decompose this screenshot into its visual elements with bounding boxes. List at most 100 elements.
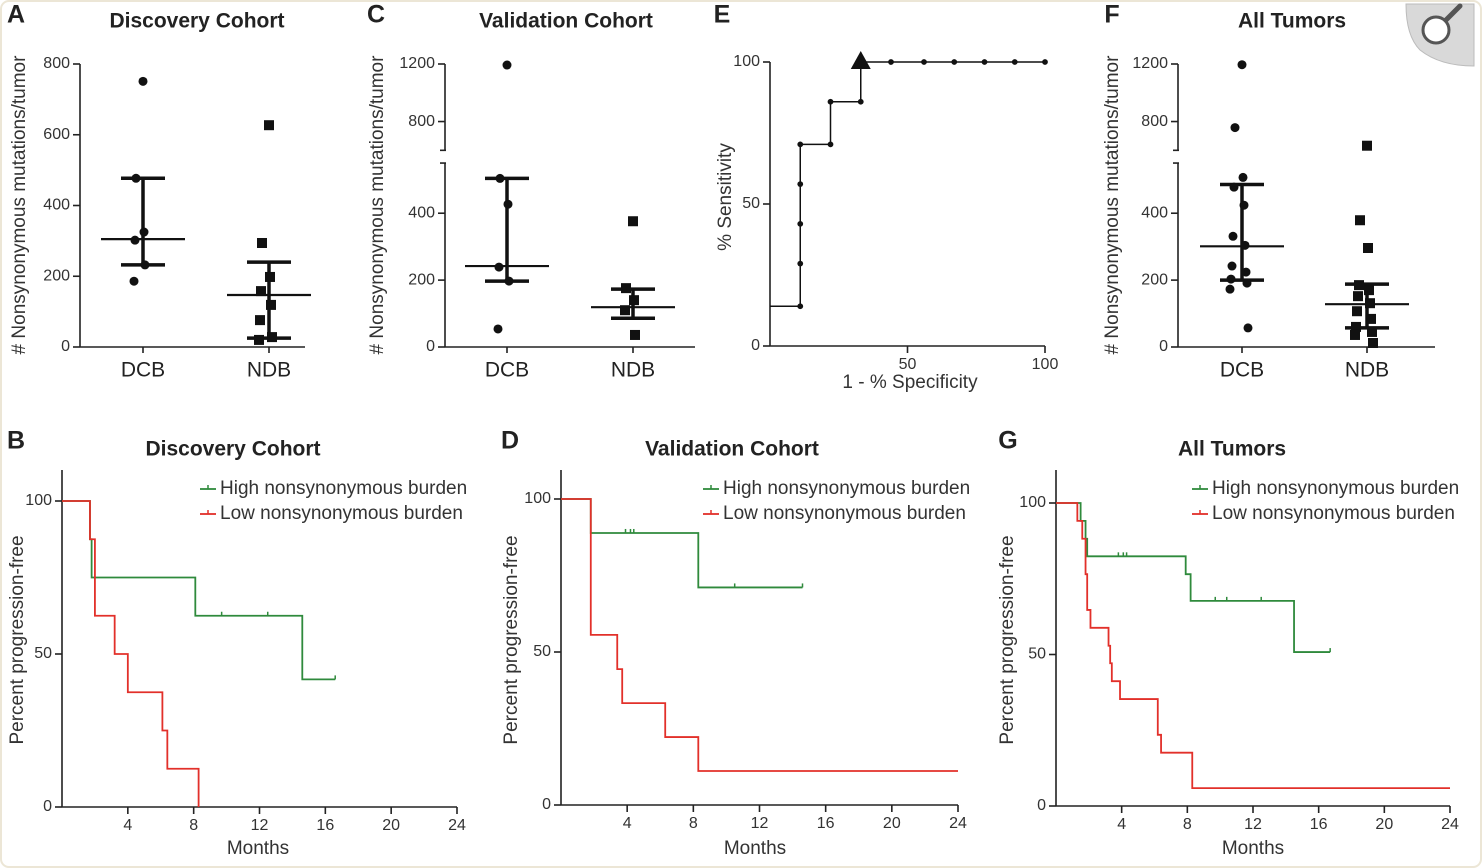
survival-curve <box>561 498 958 772</box>
x-axis-label: Months <box>724 838 786 859</box>
x-tick-label: 24 <box>448 817 466 834</box>
x-axis-label: 1 - % Specificity <box>842 372 978 393</box>
data-point <box>493 324 503 334</box>
data-point <box>138 76 148 86</box>
y-tick-label: 800 <box>408 113 435 130</box>
data-point <box>1352 306 1362 317</box>
data-point <box>921 59 927 65</box>
data-point <box>1242 278 1252 288</box>
data-point <box>850 51 871 69</box>
data-point <box>1354 280 1364 291</box>
data-point <box>1226 274 1236 284</box>
data-point <box>502 60 512 70</box>
y-tick-label: 800 <box>1141 113 1168 130</box>
zoom-icon[interactable] <box>1405 3 1475 67</box>
data-point <box>495 173 505 183</box>
data-point <box>1229 182 1239 192</box>
survival-curve <box>1056 502 1450 790</box>
panel-letter: D <box>501 427 519 455</box>
panel-letter: E <box>714 1 731 29</box>
icon-lens[interactable] <box>1421 15 1451 45</box>
y-tick-label: 100 <box>524 490 551 507</box>
y-axis-label: # Nonsynonymous mutations/tumor <box>1102 55 1123 355</box>
data-point <box>981 59 988 65</box>
x-tick-label: DCB <box>121 359 165 382</box>
data-point <box>140 260 150 270</box>
x-tick-label: 16 <box>316 817 334 834</box>
data-point <box>1363 243 1373 254</box>
x-tick-label: 12 <box>751 815 769 832</box>
y-tick-label: 100 <box>1019 494 1046 511</box>
data-point <box>1364 285 1374 296</box>
x-tick-label: NDB <box>611 359 655 382</box>
x-tick-label: DCB <box>485 359 529 382</box>
data-point <box>630 329 640 340</box>
x-tick-label: 24 <box>949 815 967 832</box>
data-point <box>1350 329 1360 340</box>
data-point <box>257 237 267 248</box>
y-tick-label: 400 <box>408 204 435 221</box>
data-point <box>255 315 265 326</box>
y-axis-label: Percent progression-free <box>501 535 522 744</box>
x-tick-label: DCB <box>1220 359 1264 382</box>
data-point <box>797 221 804 227</box>
x-tick-label: 100 <box>1032 356 1059 373</box>
panel-letter: A <box>7 1 25 29</box>
data-point <box>827 98 834 105</box>
x-tick-label: 50 <box>899 356 917 373</box>
y-tick-label: 100 <box>25 492 52 509</box>
y-tick-label: 50 <box>1028 646 1046 663</box>
y-tick-label: 1200 <box>399 55 435 72</box>
y-tick-label: 0 <box>61 338 70 355</box>
panel-letter: F <box>1104 1 1119 29</box>
x-axis-label: Months <box>1222 838 1284 859</box>
y-tick-label: 400 <box>1141 204 1168 221</box>
x-tick-label: 20 <box>382 817 400 834</box>
legend-label: Low nonsynonymous burden <box>220 503 463 524</box>
x-tick-label: NDB <box>247 359 291 382</box>
x-tick-label: 12 <box>1244 816 1262 833</box>
data-point <box>1237 60 1247 70</box>
data-point <box>1227 261 1237 271</box>
x-tick-label: 20 <box>1375 816 1393 833</box>
data-point <box>797 181 804 187</box>
data-point <box>130 235 140 245</box>
data-point <box>951 59 958 65</box>
data-point <box>827 141 834 148</box>
data-point <box>1230 123 1240 133</box>
data-point <box>139 227 149 237</box>
data-point <box>131 173 141 183</box>
data-point <box>1243 323 1253 333</box>
data-point <box>1362 140 1372 151</box>
data-point <box>1367 326 1377 337</box>
y-tick-label: 200 <box>408 271 435 288</box>
y-axis-label: Percent progression-free <box>997 535 1018 744</box>
legend-label: Low nonsynonymous burden <box>723 503 966 524</box>
data-point <box>504 276 514 286</box>
data-point <box>797 303 804 310</box>
x-tick-label: 8 <box>689 815 698 832</box>
icon-handle[interactable] <box>1443 3 1463 23</box>
data-point <box>266 299 276 310</box>
data-point <box>1355 215 1365 226</box>
y-axis-label: Percent progression-free <box>7 535 28 744</box>
data-point <box>1228 231 1238 241</box>
data-point <box>629 295 639 306</box>
x-tick-label: 16 <box>1310 816 1328 833</box>
data-point <box>620 305 630 316</box>
y-axis-label: % Sensitivity <box>715 143 736 251</box>
legend-label: High nonsynonymous burden <box>1212 478 1459 499</box>
panel-letter: C <box>367 1 385 29</box>
y-tick-label: 50 <box>533 643 551 660</box>
y-tick-label: 0 <box>426 338 435 355</box>
data-point <box>628 216 638 227</box>
x-tick-label: NDB <box>1345 359 1389 382</box>
data-point <box>1238 172 1248 182</box>
data-point <box>888 59 894 65</box>
y-tick-label: 0 <box>751 337 760 354</box>
panel-title: All Tumors <box>1238 10 1346 33</box>
data-point <box>1011 59 1018 65</box>
data-point <box>264 120 274 131</box>
